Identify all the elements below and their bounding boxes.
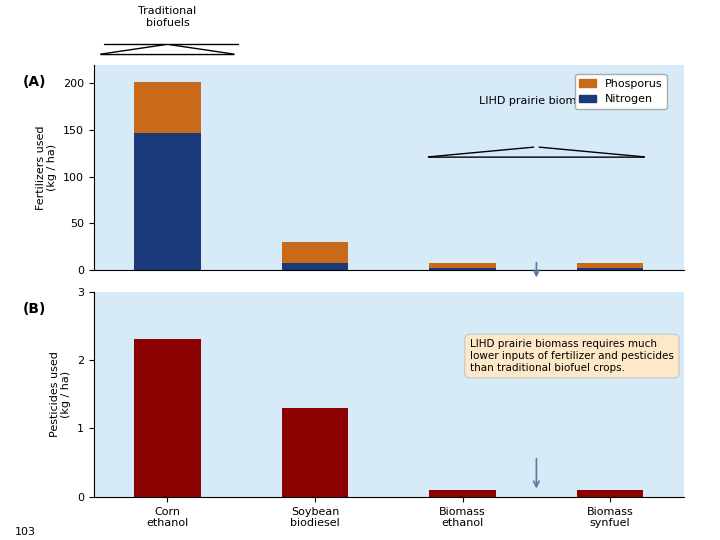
Legend: Phosporus, Nitrogen: Phosporus, Nitrogen <box>575 75 667 109</box>
Text: 103: 103 <box>14 526 35 537</box>
Bar <box>577 262 644 268</box>
Y-axis label: Fertilizers used
(kg / ha): Fertilizers used (kg / ha) <box>35 125 57 210</box>
Bar <box>429 264 496 268</box>
Text: LIHD prairie biomass requires much
lower inputs of fertilizer and pesticides
tha: LIHD prairie biomass requires much lower… <box>470 340 674 373</box>
Bar <box>134 133 201 270</box>
Text: Figure 18.24  Environmental Effects of Biofuels (Part 1): Figure 18.24 Environmental Effects of Bi… <box>7 11 389 24</box>
Y-axis label: Pesticides used
(kg / ha): Pesticides used (kg / ha) <box>50 351 71 437</box>
Bar <box>429 490 496 497</box>
Text: (A): (A) <box>23 75 46 89</box>
Bar <box>282 242 348 262</box>
Bar <box>134 340 201 497</box>
Bar <box>429 268 496 270</box>
Bar <box>134 82 201 133</box>
Bar <box>577 490 644 497</box>
Bar <box>282 408 348 497</box>
Text: Traditional
biofuels: Traditional biofuels <box>138 6 197 28</box>
Bar <box>282 262 348 270</box>
Bar <box>577 268 644 270</box>
Text: LIHD prairie biomass: LIHD prairie biomass <box>479 96 594 106</box>
Text: (B): (B) <box>23 302 46 316</box>
